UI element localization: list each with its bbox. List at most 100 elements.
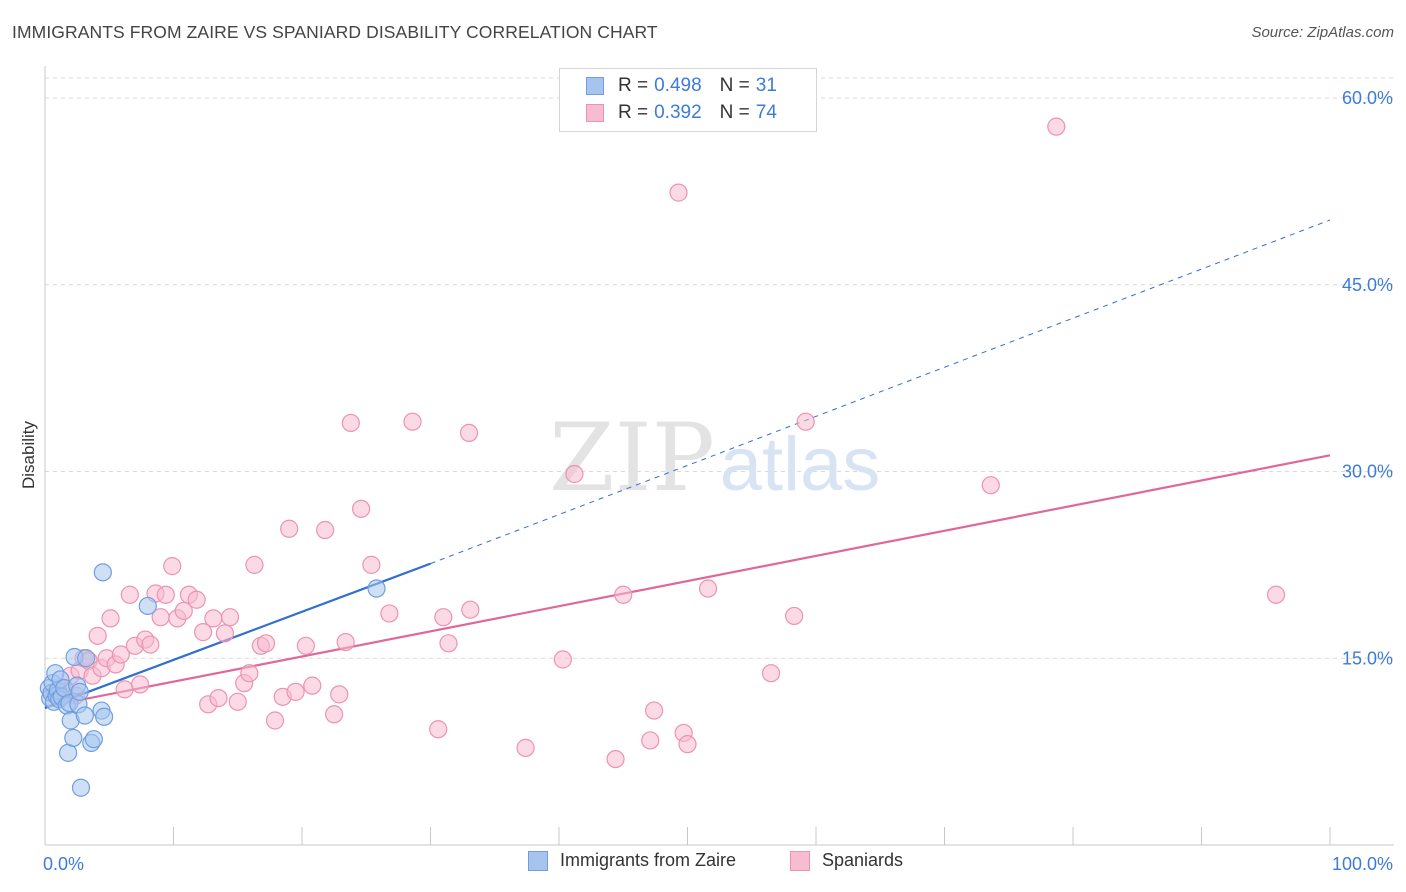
zaire-point bbox=[93, 563, 112, 582]
spaniards-point bbox=[439, 634, 458, 653]
watermark: ZIP atlas bbox=[549, 404, 880, 513]
spaniards-point bbox=[761, 664, 781, 683]
y-tick-label: 45.0% bbox=[1342, 275, 1393, 295]
legend-n-label: N = bbox=[719, 102, 750, 123]
spaniards-point bbox=[325, 705, 344, 724]
spaniards-point bbox=[644, 701, 664, 720]
spaniards-point bbox=[296, 636, 315, 655]
legend-r-label: R = bbox=[618, 102, 649, 123]
spaniards-point bbox=[1047, 117, 1066, 136]
spaniards-point bbox=[565, 464, 584, 484]
bottom-legend-swatch-zaire bbox=[528, 850, 548, 871]
spaniards-point bbox=[111, 645, 130, 664]
spaniards-point bbox=[265, 711, 285, 730]
spaniards-point bbox=[981, 476, 1000, 495]
chart-title: IMMIGRANTS FROM ZAIRE VS SPANIARD DISABI… bbox=[12, 22, 658, 42]
spaniards-point bbox=[553, 650, 572, 669]
legend-r-label: R = bbox=[618, 75, 649, 96]
tick-labels: 15.0% 30.0% 45.0% 60.0% 0.0% 100.0% bbox=[43, 88, 1393, 874]
spaniards-point bbox=[1266, 585, 1286, 604]
legend-swatch-spaniards bbox=[586, 104, 604, 122]
spaniards-point bbox=[403, 412, 422, 431]
zaire-point bbox=[138, 596, 157, 616]
zaire-point bbox=[84, 730, 103, 749]
zaire-point bbox=[77, 649, 96, 668]
watermark-atlas: atlas bbox=[720, 422, 881, 507]
spaniards-point bbox=[187, 590, 206, 609]
x-tick-label-min: 0.0% bbox=[43, 854, 84, 874]
spaniards-point bbox=[204, 609, 223, 628]
spaniards-point bbox=[434, 608, 453, 627]
spaniards-point bbox=[429, 720, 448, 739]
y-axis-label: Disability bbox=[19, 420, 38, 489]
spaniards-point bbox=[209, 688, 228, 708]
spaniards-point bbox=[336, 632, 355, 652]
legend-row-spaniards: R = 0.392 N = 74 bbox=[586, 100, 795, 126]
spaniards-point bbox=[215, 624, 234, 643]
spaniards-point bbox=[141, 635, 160, 654]
spaniards-point bbox=[115, 680, 134, 699]
spaniards-point bbox=[286, 682, 305, 701]
zaire-point bbox=[367, 579, 386, 598]
spaniards-point bbox=[101, 609, 120, 628]
x-tick-label-max: 100.0% bbox=[1332, 854, 1393, 874]
spaniards-point bbox=[163, 557, 182, 576]
spaniards-point bbox=[316, 520, 335, 540]
spaniards-point bbox=[796, 412, 815, 431]
legend-swatch-zaire bbox=[586, 77, 604, 95]
watermark-zip: ZIP bbox=[549, 404, 715, 513]
zaire-point bbox=[70, 682, 89, 701]
bottom-legend-label-zaire: Immigrants from Zaire bbox=[560, 850, 737, 870]
spaniards-point bbox=[669, 183, 688, 202]
zaire-point bbox=[75, 706, 94, 725]
spaniards-point bbox=[156, 585, 175, 604]
spaniards-point bbox=[245, 555, 264, 574]
spaniards-point bbox=[220, 608, 240, 627]
spaniards-point bbox=[678, 735, 697, 754]
zaire-point bbox=[64, 728, 83, 748]
y-tick-label: 30.0% bbox=[1342, 462, 1393, 482]
bottom-legend-swatch-spaniards bbox=[790, 850, 810, 871]
zaire-points bbox=[39, 563, 386, 797]
spaniards-point bbox=[459, 423, 479, 443]
spaniards-point bbox=[303, 676, 322, 695]
spaniards-point bbox=[228, 692, 247, 711]
legend-r-value: 0.392 bbox=[654, 102, 702, 123]
spaniards-point bbox=[256, 634, 276, 653]
legend-n-label: N = bbox=[719, 75, 750, 96]
axes bbox=[44, 66, 1394, 846]
zaire-point bbox=[95, 707, 114, 726]
spaniards-trend-line bbox=[44, 454, 1331, 708]
spaniards-point bbox=[240, 664, 259, 683]
spaniards-point bbox=[461, 600, 480, 619]
spaniards-point bbox=[516, 738, 535, 757]
spaniards-point bbox=[280, 519, 299, 538]
bottom-legend-spaniards: Spaniards bbox=[790, 850, 903, 871]
spaniards-point bbox=[362, 555, 381, 574]
source-label: Source: ZipAtlas.com bbox=[1251, 24, 1394, 41]
bottom-legend-zaire: Immigrants from Zaire bbox=[528, 850, 736, 871]
spaniards-point bbox=[698, 579, 718, 598]
gridlines bbox=[45, 77, 1394, 659]
y-tick-label: 60.0% bbox=[1342, 88, 1393, 108]
spaniards-point bbox=[380, 604, 399, 623]
stats-legend: R = 0.498 N = 31 R = 0.392 N = 74 bbox=[559, 68, 817, 132]
legend-r-value: 0.498 bbox=[654, 75, 702, 96]
spaniards-point bbox=[330, 685, 349, 704]
y-tick-label: 15.0% bbox=[1342, 648, 1393, 668]
spaniards-point bbox=[606, 749, 625, 769]
legend-row-zaire: R = 0.498 N = 31 bbox=[586, 73, 795, 99]
spaniards-point bbox=[785, 606, 804, 626]
spaniards-point bbox=[193, 623, 213, 642]
zaire-point bbox=[71, 778, 91, 797]
spaniards-point bbox=[130, 675, 150, 694]
spaniards-point bbox=[120, 585, 139, 604]
spaniards-point bbox=[341, 413, 360, 433]
spaniards-point bbox=[88, 626, 107, 645]
legend-n-value: 31 bbox=[755, 75, 777, 96]
spaniards-point bbox=[174, 601, 193, 621]
spaniards-point bbox=[641, 731, 660, 750]
trend-lines bbox=[44, 219, 1331, 710]
zaire-trend-line bbox=[44, 562, 431, 710]
